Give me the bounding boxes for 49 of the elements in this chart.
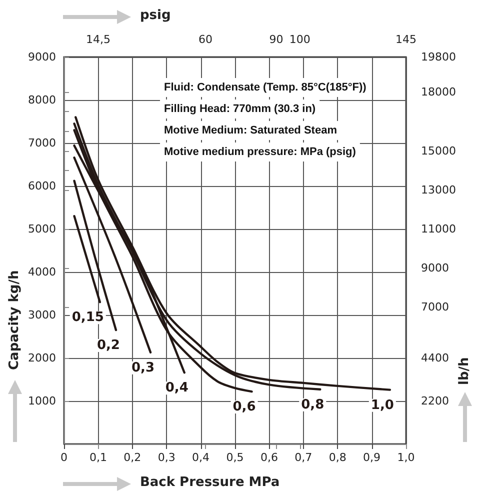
- y2-tick-label: 2200: [421, 394, 449, 408]
- x-tick-label: 0,3: [158, 451, 176, 464]
- y-tick-label: 1000: [28, 394, 56, 408]
- y-tick-label: 8000: [28, 94, 56, 106]
- y2-axis-title: lb/h: [457, 357, 472, 385]
- y2-tick-label: 13000: [421, 183, 456, 196]
- x-tick-label: 0,5: [226, 451, 244, 464]
- series-label: 0,8: [301, 397, 324, 412]
- y2-tick-label: 19800: [421, 50, 456, 64]
- y-tick-label: 2000: [28, 352, 56, 364]
- x2-tick-label: 145: [396, 33, 416, 46]
- series-label: 1,0: [370, 398, 394, 413]
- x-tick-label: 0,2: [124, 451, 142, 464]
- series-label: 0,3: [131, 360, 155, 376]
- annotation: Motive Medium: Saturated Steam: [164, 124, 338, 136]
- x-tick-label: 0,8: [328, 451, 346, 464]
- x2-tick-label: 90: [269, 33, 284, 46]
- x-tick-label: 0: [60, 451, 68, 464]
- x2-tick-label: 100: [289, 33, 310, 46]
- y-tick-label: 6000: [28, 180, 56, 192]
- x-tick-label: 0,1: [89, 451, 107, 464]
- series-label: 0,15: [72, 310, 104, 326]
- y-tick-label: 5000: [28, 222, 56, 236]
- x-axis-title: Back Pressure MPa: [140, 475, 280, 490]
- x-tick-label: 0,7: [294, 451, 312, 464]
- annotation: Fluid: Condensate (Temp. 85°C(185°F)): [164, 82, 367, 94]
- x2-tick-label: 14,5: [86, 33, 110, 46]
- series-label: 0,4: [165, 380, 188, 396]
- y2-tick-label: 18000: [421, 86, 456, 99]
- x-tick-label: 0,6: [260, 451, 278, 464]
- y2-tick-label: 7000: [421, 300, 449, 314]
- annotation: Motive medium pressure: MPa (psig): [164, 146, 356, 158]
- x2-axis-title: psig: [140, 8, 171, 23]
- series-label: 0,6: [232, 400, 256, 415]
- y-tick-label: 7000: [28, 136, 56, 150]
- y-tick-label: 9000: [28, 50, 56, 64]
- y2-tick-label: 4400: [421, 352, 449, 364]
- x-tick-label: 0,4: [192, 451, 210, 464]
- annotation: Filling Head: 770mm (30.3 in): [164, 103, 316, 115]
- y2-tick-label: 11000: [421, 222, 456, 236]
- x-tick-label: 1,0: [397, 451, 415, 464]
- x-tick-label: 0,9: [363, 451, 381, 464]
- y-tick-label: 4000: [28, 266, 56, 278]
- x2-tick-label: 60: [198, 33, 213, 46]
- y2-tick-label: 9000: [421, 262, 449, 275]
- y2-tick-label: 15000: [421, 144, 456, 158]
- series-label: 0,2: [96, 338, 120, 354]
- y-tick-label: 3000: [28, 308, 56, 322]
- y-axis-title: Capacity kg/h: [7, 270, 22, 370]
